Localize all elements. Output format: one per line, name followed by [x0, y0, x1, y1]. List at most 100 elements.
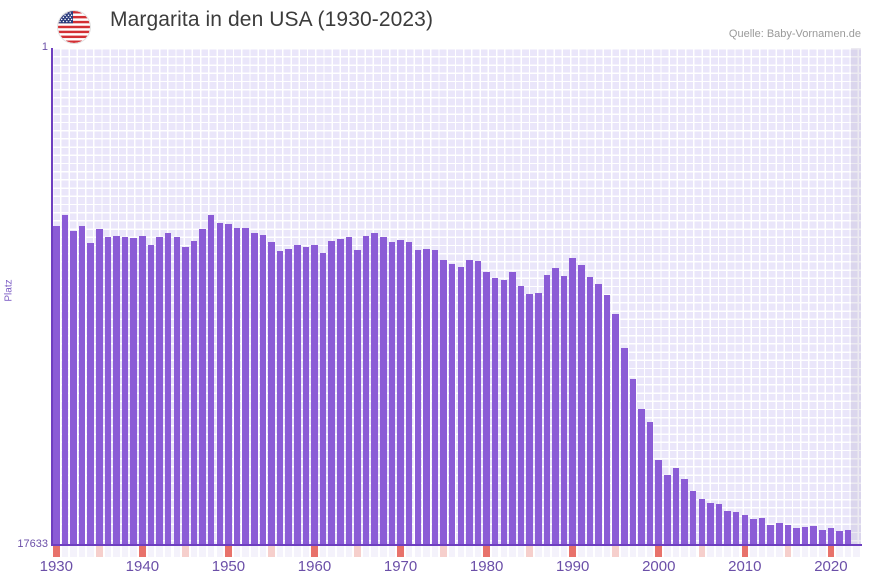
bar-1999	[646, 422, 654, 545]
x-tick-1975	[440, 546, 447, 557]
y-axis-line	[51, 48, 53, 546]
x-tick-1951	[233, 546, 241, 557]
bar-1942	[156, 237, 163, 545]
x-tick-1965	[354, 546, 361, 557]
x-axis-labels: 1930 1940 1950 1960 1970 1980 1990 2000 2010 2020	[0, 558, 873, 582]
bar-1954	[259, 235, 267, 545]
bar-1979	[474, 261, 482, 545]
bar-1962	[328, 241, 335, 545]
plot-area	[52, 48, 861, 545]
x-tick-1952	[242, 546, 249, 557]
bar-1975	[440, 260, 447, 545]
bar-1973	[423, 249, 430, 545]
bar-1965	[354, 250, 361, 545]
bar-2007	[715, 504, 723, 545]
x-axis-label-1980: 1980	[469, 558, 504, 575]
x-tick-1944	[173, 546, 181, 557]
bar-2016	[793, 528, 800, 545]
y-axis-top-label: 1	[41, 41, 48, 53]
bar-1944	[173, 237, 181, 545]
x-axis-line	[51, 544, 862, 546]
bar-1951	[233, 228, 241, 545]
x-tick-1978	[466, 546, 473, 557]
x-tick-1967	[371, 546, 378, 557]
bar-1987	[543, 275, 551, 545]
bar-1946	[190, 241, 198, 545]
x-tick-1999	[646, 546, 654, 557]
x-tick-2013	[767, 546, 774, 557]
x-tick-2008	[724, 546, 731, 557]
bar-1981	[491, 278, 499, 545]
x-tick-1988	[552, 546, 559, 557]
x-tick-1985	[526, 546, 533, 557]
us-flag-icon	[58, 11, 90, 43]
x-tick-1938	[121, 546, 129, 557]
x-tick-1974	[431, 546, 439, 557]
x-tick-1930	[53, 546, 60, 557]
x-tick-2017	[801, 546, 809, 557]
x-tick-1937	[113, 546, 120, 557]
bar-1931	[61, 215, 69, 545]
x-tick-1989	[560, 546, 568, 557]
bar-1970	[397, 240, 404, 545]
x-axis-label-1990: 1990	[555, 558, 590, 575]
bar-1958	[294, 245, 301, 545]
bar-1992	[586, 277, 594, 545]
x-tick-2015	[784, 546, 792, 557]
x-tick-1935	[96, 546, 103, 557]
bar-1949	[216, 223, 224, 545]
bar-1989	[560, 276, 568, 545]
bar-2015	[784, 525, 792, 545]
bar-1969	[388, 242, 396, 545]
x-tick-1977	[457, 546, 465, 557]
bar-1982	[500, 280, 508, 545]
x-tick-1976	[448, 546, 456, 557]
x-tick-1945	[182, 546, 189, 557]
bar-series	[52, 48, 861, 545]
bar-2009	[732, 512, 740, 545]
x-tick-1980	[483, 546, 490, 557]
x-tick-2001	[664, 546, 671, 557]
bar-2018	[810, 526, 817, 545]
x-tick-2018	[810, 546, 817, 557]
bar-1971	[405, 242, 413, 545]
x-tick-2011	[750, 546, 757, 557]
x-tick-1982	[500, 546, 508, 557]
bar-2001	[664, 475, 671, 545]
x-tick-1990	[569, 546, 576, 557]
x-tick-2006	[707, 546, 714, 557]
bar-1940	[139, 236, 146, 545]
bar-1937	[113, 236, 120, 545]
x-tick-2004	[689, 546, 697, 557]
x-tick-1966	[362, 546, 370, 557]
x-tick-2016	[793, 546, 800, 557]
x-tick-1942	[156, 546, 163, 557]
x-tick-1973	[423, 546, 430, 557]
bar-1984	[517, 286, 525, 545]
x-tick-1998	[638, 546, 645, 557]
x-tick-2003	[681, 546, 688, 557]
x-tick-1936	[104, 546, 112, 557]
bar-1991	[578, 265, 585, 545]
bar-1964	[345, 237, 353, 545]
y-axis-bottom-label: 17633	[17, 538, 48, 550]
bar-1939	[130, 238, 138, 545]
bar-1938	[121, 237, 129, 545]
x-tick-1962	[328, 546, 335, 557]
bar-1930	[53, 226, 60, 545]
bar-2013	[767, 525, 774, 545]
x-tick-1949	[216, 546, 224, 557]
x-axis-label-1970: 1970	[383, 558, 418, 575]
bar-2004	[689, 491, 697, 545]
bar-2002	[672, 468, 680, 545]
bar-2006	[707, 503, 714, 545]
bar-1986	[534, 293, 542, 545]
bar-2005	[698, 499, 706, 545]
x-axis-label-2000: 2000	[642, 558, 676, 575]
x-tick-1997	[629, 546, 637, 557]
bar-1963	[337, 239, 344, 545]
bar-1994	[603, 295, 611, 545]
bar-1988	[552, 268, 559, 545]
x-tick-1993	[595, 546, 602, 557]
x-tick-2019	[819, 546, 826, 557]
